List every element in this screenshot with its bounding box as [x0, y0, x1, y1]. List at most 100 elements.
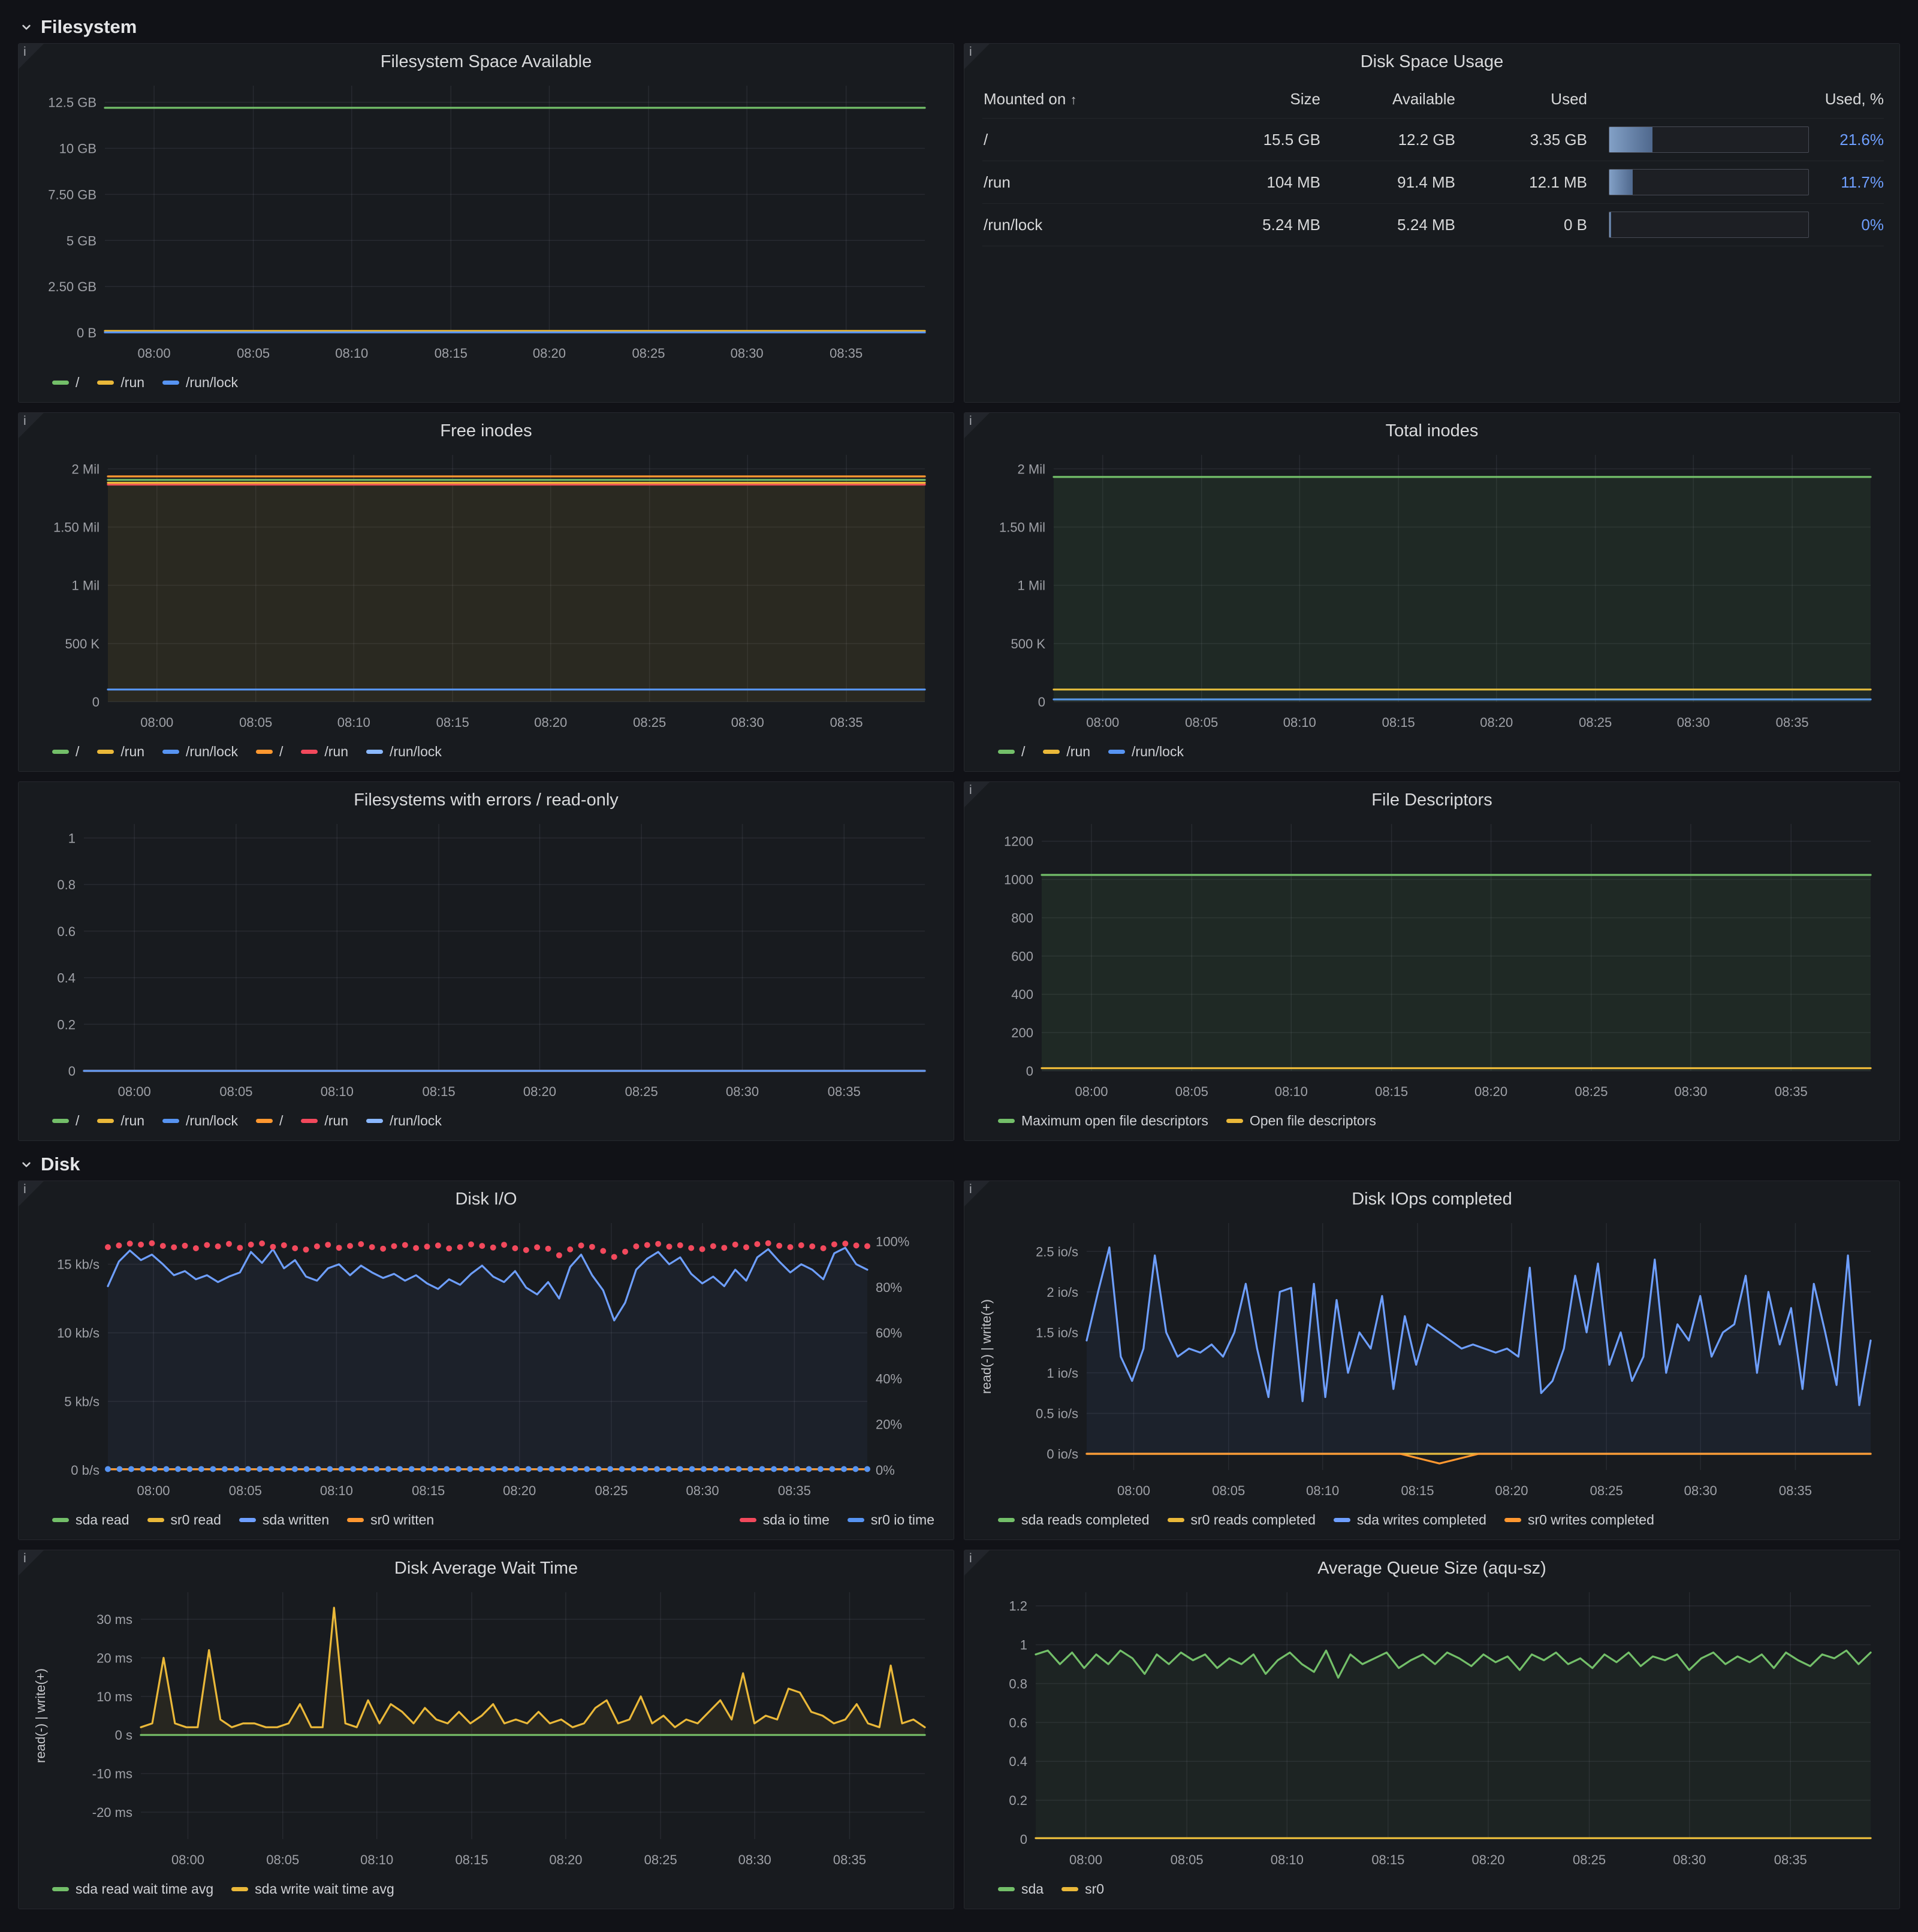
legend-item[interactable]: /: [52, 1113, 79, 1129]
legend-swatch: [162, 1118, 180, 1123]
panel-title[interactable]: Disk Space Usage: [1360, 52, 1504, 71]
legend-swatch: [97, 380, 114, 385]
panel-title[interactable]: Average Queue Size (aqu-sz): [1317, 1559, 1546, 1578]
legend-swatch: [52, 1517, 69, 1522]
filesystems-errors-legend[interactable]: / /run/run/lock / /run/run/lock: [27, 1104, 945, 1134]
panel-info-icon[interactable]: i: [964, 1550, 990, 1575]
legend-swatch: [998, 1517, 1015, 1522]
panel-title[interactable]: Filesystem Space Available: [380, 52, 592, 71]
free-inodes-legend[interactable]: / /run/run/lock / /run/run/lock: [27, 735, 945, 765]
disk-wait-chart[interactable]: -20 ms -10 ms 0 s 10 ms 20 ms 30 ms 08:00 08:05…: [27, 1583, 945, 1873]
legend-item[interactable]: sr0 io time: [847, 1512, 934, 1528]
legend-item[interactable]: sr0 read: [147, 1512, 221, 1528]
legend-item[interactable]: sr0 reads completed: [1167, 1512, 1316, 1528]
legend-swatch: [301, 749, 318, 754]
panel-title[interactable]: File Descriptors: [1371, 790, 1492, 810]
legend-item[interactable]: /run: [97, 1113, 144, 1129]
svg-text:08:35: 08:35: [778, 1483, 811, 1498]
legend-item[interactable]: sr0: [1061, 1881, 1104, 1897]
panel-info-icon[interactable]: i: [19, 1550, 44, 1575]
legend-item[interactable]: /run/lock: [366, 744, 442, 760]
panel-title[interactable]: Disk I/O: [455, 1190, 517, 1209]
legend-item[interactable]: /: [255, 1113, 283, 1129]
panel-info-icon[interactable]: i: [964, 413, 990, 438]
section-header-filesystem[interactable]: Filesystem: [18, 11, 1900, 43]
legend-item[interactable]: sda writes completed: [1333, 1511, 1486, 1528]
legend-item[interactable]: sr0 written: [347, 1512, 434, 1528]
col-header-used[interactable]: Used: [1551, 89, 1587, 108]
panel-title[interactable]: Free inodes: [440, 421, 532, 440]
legend-item[interactable]: sda write wait time avg: [231, 1881, 394, 1897]
panel-title[interactable]: Disk Average Wait Time: [394, 1559, 578, 1578]
legend-item[interactable]: /run/lock: [162, 1113, 238, 1129]
panel-info-icon[interactable]: i: [964, 1181, 990, 1206]
file-descriptors-chart[interactable]: 0 200 400 600 800 1000 1200 08:00 08:05 08:10 08:1…: [973, 814, 1891, 1104]
legend-item[interactable]: sda: [998, 1881, 1044, 1897]
legend-item[interactable]: sda read: [52, 1512, 129, 1528]
legend-item[interactable]: /run: [97, 375, 144, 391]
legend-item[interactable]: Maximum open file descriptors: [998, 1113, 1208, 1129]
legend-item[interactable]: sda written: [239, 1512, 329, 1528]
svg-text:08:35: 08:35: [1775, 1084, 1808, 1099]
legend-item[interactable]: /run/lock: [162, 744, 238, 760]
cell-used-pct: 11.7%: [1841, 173, 1884, 191]
legend-label: sr0 written: [370, 1511, 435, 1528]
col-header-size[interactable]: Size: [1290, 89, 1320, 108]
legend-item[interactable]: Open file descriptors: [1226, 1113, 1376, 1129]
disk-io-legend[interactable]: sda read sr0 read sda written sr0 written s…: [27, 1504, 945, 1533]
total-inodes-chart[interactable]: 0 500 K 1 Mil 1.50 Mil 2 Mil 08:00 08:05 08:10 0…: [973, 445, 1891, 735]
legend-item[interactable]: /: [52, 375, 79, 391]
col-header-available[interactable]: Available: [1392, 89, 1455, 108]
file-descriptors-legend[interactable]: Maximum open file descriptors Open file d…: [973, 1104, 1891, 1134]
legend-item[interactable]: /run: [301, 1113, 348, 1129]
legend-label: /run: [324, 743, 348, 759]
legend-item[interactable]: /run: [301, 744, 348, 760]
disk-io-chart[interactable]: 0 b/s 5 kb/s 10 kb/s 15 kb/s 0% 20% 40% 60% 80% 1…: [27, 1213, 945, 1504]
total-inodes-legend[interactable]: / /run/run/lock: [973, 735, 1891, 765]
panel-title[interactable]: Total inodes: [1385, 421, 1479, 440]
legend-item[interactable]: /run/lock: [162, 375, 238, 391]
panel-title[interactable]: Filesystems with errors / read-only: [354, 790, 619, 810]
section-header-disk[interactable]: Disk: [18, 1148, 1900, 1181]
legend-swatch: [347, 1517, 364, 1522]
svg-text:08:05: 08:05: [237, 346, 270, 361]
panel-info-icon[interactable]: i: [19, 44, 44, 69]
queue-size-chart[interactable]: 0 0.2 0.4 0.6 0.8 1 1.2 08:00 08:05 08:10 08:15 08:…: [973, 1583, 1891, 1873]
legend-item[interactable]: sda reads completed: [998, 1512, 1150, 1528]
disk-iops-legend[interactable]: sda reads completed sr0 reads completed sd…: [973, 1504, 1891, 1533]
legend-item[interactable]: /run/lock: [366, 1113, 442, 1129]
legend-item[interactable]: sr0 writes completed: [1504, 1512, 1654, 1528]
panel-title[interactable]: Disk IOps completed: [1352, 1190, 1512, 1209]
panel-info-icon[interactable]: i: [964, 44, 990, 69]
filesystems-errors-chart[interactable]: 0 0.2 0.4 0.6 0.8 1 08:00 08:05 08:10 08:15 08:20 0…: [27, 814, 945, 1104]
legend-item[interactable]: /run: [97, 744, 144, 760]
col-header-mounted-on[interactable]: Mounted on ↑: [984, 89, 1077, 108]
legend-item[interactable]: /: [998, 744, 1025, 760]
cell-size: 15.5 GB: [1263, 130, 1320, 149]
legend-item[interactable]: sda io time: [739, 1512, 830, 1528]
panel-info-icon[interactable]: i: [19, 1181, 44, 1206]
filesystem-space-chart[interactable]: 0 B 2.50 GB 5 GB 7.50 GB 10 GB 12.5 GB 08:00 08…: [27, 76, 945, 366]
disk-io-legend-left[interactable]: sda read sr0 read sda written sr0 written: [52, 1512, 434, 1528]
legend-item[interactable]: sda read wait time avg: [52, 1881, 213, 1897]
col-header-used-pct[interactable]: Used, %: [1824, 89, 1884, 108]
disk-io-legend-right[interactable]: sda io time sr0 io time: [739, 1512, 934, 1528]
legend-label: sda writes completed: [1356, 1511, 1486, 1528]
svg-text:1: 1: [68, 831, 76, 846]
queue-size-legend[interactable]: sda sr0: [973, 1873, 1891, 1903]
panel-info-icon[interactable]: i: [964, 782, 990, 807]
panel-info-icon[interactable]: i: [19, 413, 44, 438]
filesystem-space-legend[interactable]: / /run/run/lock: [27, 366, 945, 396]
svg-text:60%: 60%: [876, 1326, 902, 1341]
legend-item[interactable]: /: [52, 744, 79, 760]
svg-text:1.2: 1.2: [1009, 1599, 1027, 1614]
legend-item[interactable]: /run: [1043, 744, 1090, 760]
disk-iops-chart[interactable]: 0 io/s 0.5 io/s 1 io/s 1.5 io/s 2 io/s 2.5 io…: [973, 1213, 1891, 1504]
legend-item[interactable]: /run/lock: [1108, 744, 1184, 760]
legend-item[interactable]: /: [255, 744, 283, 760]
free-inodes-chart[interactable]: 0 500 K 1 Mil 1.50 Mil 2 Mil 08:00 08:05 08:10 0…: [27, 445, 945, 735]
table-row: / 15.5 GB 12.2 GB 3.35 GB 21.6%: [982, 119, 1884, 161]
svg-text:1000: 1000: [1004, 873, 1033, 887]
disk-wait-legend[interactable]: sda read wait time avg sda write wait tim…: [27, 1873, 945, 1903]
svg-text:08:10: 08:10: [321, 1084, 354, 1099]
